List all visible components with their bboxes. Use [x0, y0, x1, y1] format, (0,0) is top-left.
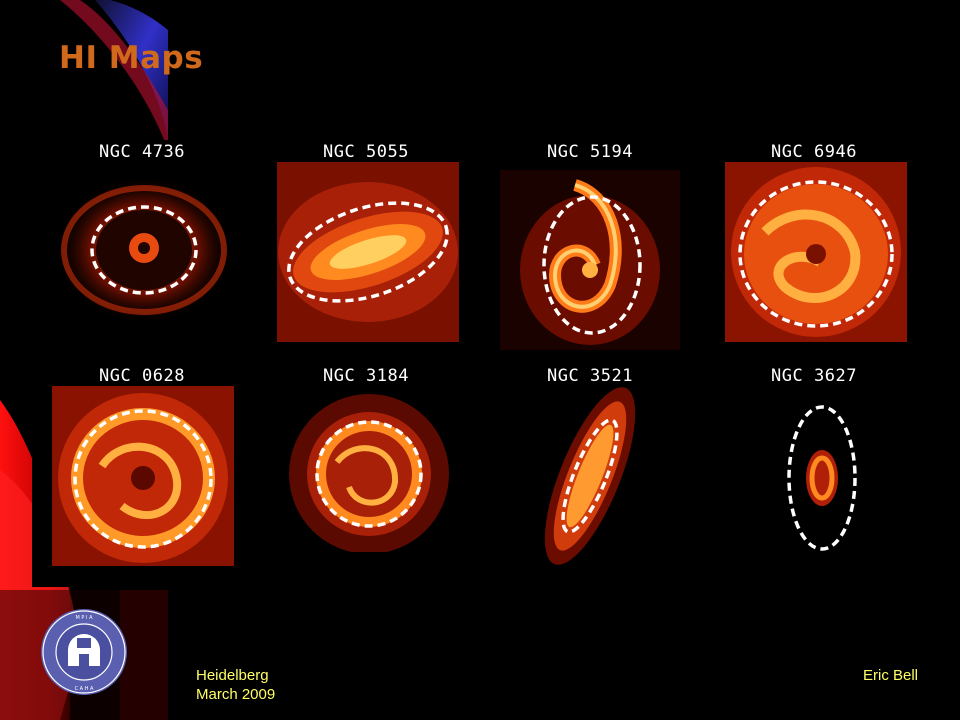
- slide-title: HI Maps: [59, 40, 204, 76]
- svg-text:M P I A: M P I A: [76, 615, 94, 621]
- galaxy-label: NGC 4736: [99, 142, 185, 162]
- footer-date-text: March 2009: [196, 686, 276, 703]
- hi-maps-figure: NGC 4736 NGC 5055 NGC 5194 NGC 6946 NGC …: [32, 140, 928, 587]
- footer-location-text: Heidelberg: [196, 667, 269, 684]
- galaxy-label: NGC 3521: [547, 366, 633, 386]
- hi-map-ngc-3521: [544, 387, 636, 565]
- hi-map-ngc-5055: [277, 162, 459, 342]
- hi-map-ngc-6946: [725, 162, 907, 342]
- footer-location: Heidelberg March 2009: [196, 666, 275, 704]
- hi-map-ngc-5194: [500, 170, 680, 350]
- hi-map-ngc-3627: [787, 405, 857, 551]
- galaxy-label: NGC 6946: [771, 142, 857, 162]
- observatory-seal-icon: M P I A C A H A: [40, 608, 128, 696]
- galaxy-label: NGC 3184: [323, 366, 409, 386]
- svg-text:C A H A: C A H A: [75, 686, 94, 692]
- galaxy-label: NGC 0628: [99, 366, 185, 386]
- galaxy-label: NGC 5055: [323, 142, 409, 162]
- hi-map-ngc-3184: [289, 394, 449, 552]
- galaxy-label: NGC 3627: [771, 366, 857, 386]
- footer-author: Eric Bell: [862, 667, 918, 684]
- hi-map-ngc-4736: [54, 180, 232, 325]
- galaxy-label: NGC 5194: [547, 142, 633, 162]
- hi-map-ngc-0628: [52, 386, 234, 566]
